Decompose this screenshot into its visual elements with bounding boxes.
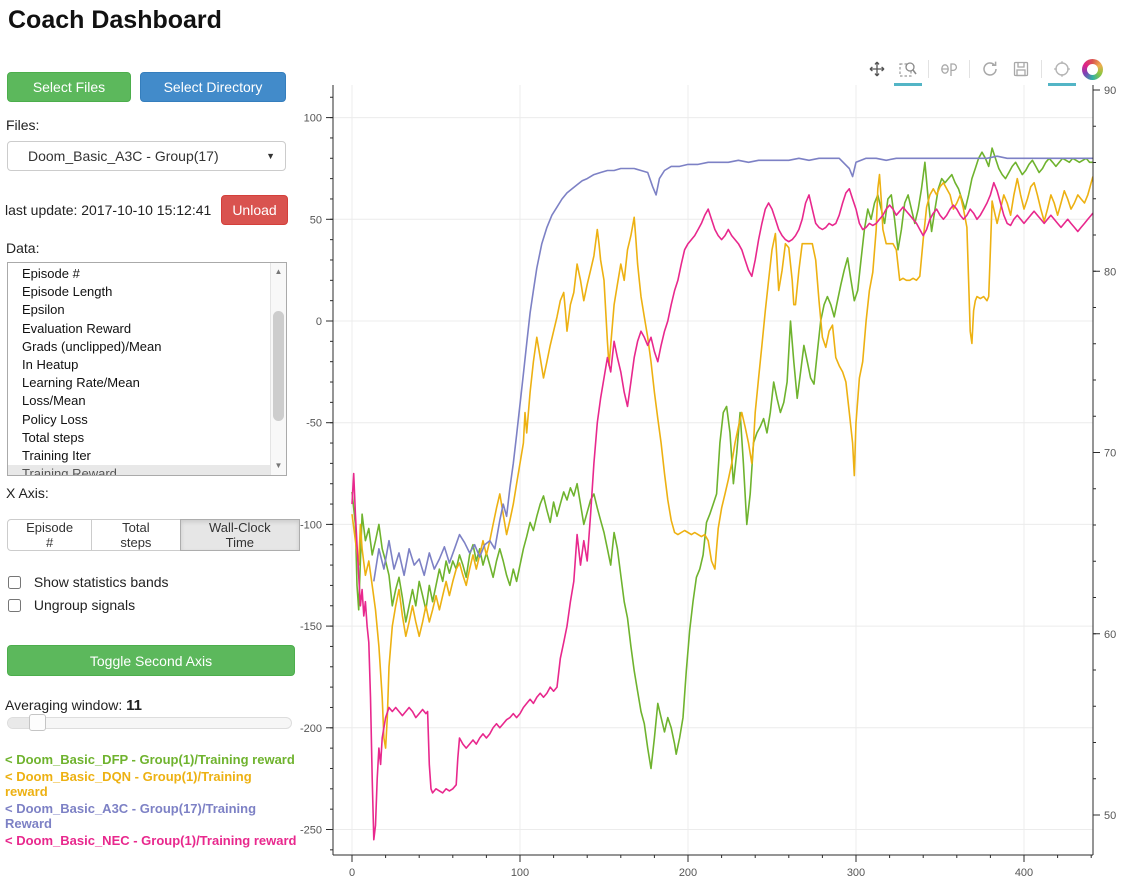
legend-item[interactable]: < Doom_Basic_DQN - Group(1)/Training rew… <box>5 768 252 800</box>
scrollbar-down-icon[interactable]: ▼ <box>274 461 283 470</box>
training-reward-chart[interactable]: 100 50 0 -50 -100 -150 -200 -250 90 80 70 60 50 0 100 2… <box>300 60 1142 881</box>
svg-text:60: 60 <box>1104 629 1116 641</box>
averaging-window-label: Averaging window: <box>5 697 123 713</box>
data-listbox[interactable]: Episode # Episode Length Epsilon Evaluation… <box>7 262 287 476</box>
select-files-button[interactable]: Select Files <box>7 72 131 102</box>
toolbar-separator <box>969 60 970 78</box>
page-title: Coach Dashboard <box>8 6 222 34</box>
wheel-zoom-tool-icon[interactable] <box>938 58 960 80</box>
svg-text:100: 100 <box>304 113 322 125</box>
pan-tool-icon[interactable] <box>866 58 888 80</box>
svg-text:200: 200 <box>679 867 697 879</box>
legend-item[interactable]: < Doom_Basic_DFP - Group(1)/Training rew… <box>5 752 295 767</box>
files-label: Files: <box>6 117 40 133</box>
averaging-window-row: Averaging window: 11 <box>5 697 142 714</box>
chart-panel[interactable]: 100 50 0 -50 -100 -150 -200 -250 90 80 70 60 50 0 100 2… <box>300 60 1142 881</box>
x-axis-tab-group: Episode # Total steps Wall-Clock Time <box>7 519 300 551</box>
sidebar: Select Files Select Directory Files: Doo… <box>0 0 300 881</box>
chart-legend: < Doom_Basic_DFP - Group(1)/Training rew… <box>5 752 297 849</box>
dropdown-caret-icon: ▼ <box>266 151 275 161</box>
show-statistics-bands-row: Show statistics bands <box>8 574 288 592</box>
bokeh-logo-icon[interactable] <box>1082 58 1103 80</box>
svg-text:-250: -250 <box>300 825 322 837</box>
x-axis-tab[interactable]: Wall-Clock Time <box>179 519 300 551</box>
hover-tool-icon[interactable] <box>1048 58 1076 86</box>
svg-text:-200: -200 <box>300 723 322 735</box>
listbox-scrollbar[interactable]: ▲ ▼ <box>270 263 286 475</box>
svg-text:50: 50 <box>1104 810 1116 822</box>
box-zoom-tool-icon[interactable] <box>894 58 922 86</box>
svg-text:50: 50 <box>310 214 322 226</box>
x-axis-tab[interactable]: Episode # <box>7 519 93 551</box>
data-list-items: Episode # Episode Length Epsilon Evaluation… <box>8 265 271 475</box>
data-list-item[interactable]: Evaluation Reward <box>22 320 132 336</box>
svg-text:400: 400 <box>1015 867 1033 879</box>
x-axis-label: X Axis: <box>6 485 49 501</box>
data-label: Data: <box>6 240 40 256</box>
unload-button[interactable]: Unload <box>221 195 288 225</box>
toolbar-separator <box>1041 60 1042 78</box>
data-list-item[interactable]: Training Reward <box>8 465 271 475</box>
x-axis-tab[interactable]: Total steps <box>91 519 181 551</box>
data-list-item[interactable]: Total steps <box>22 429 85 445</box>
last-update-row: last update: 2017-10-10 15:12:41 Unload <box>5 195 295 225</box>
scrollbar-up-icon[interactable]: ▲ <box>274 267 283 276</box>
ungroup-signals-row: Ungroup signals <box>8 597 288 615</box>
data-list-item[interactable]: Episode # <box>22 266 80 281</box>
scrollbar-thumb[interactable] <box>273 311 284 421</box>
svg-text:-150: -150 <box>300 621 322 633</box>
ungroup-signals-checkbox[interactable] <box>8 599 21 612</box>
show-statistics-bands-label: Show statistics bands <box>33 574 169 590</box>
svg-text:90: 90 <box>1104 85 1116 97</box>
svg-text:70: 70 <box>1104 448 1116 460</box>
averaging-window-slider[interactable] <box>7 714 292 731</box>
legend-item[interactable]: < Doom_Basic_NEC - Group(1)/Training rew… <box>5 832 297 848</box>
svg-text:0: 0 <box>349 867 355 879</box>
data-list-item[interactable]: Grads (unclipped)/Mean <box>22 338 162 354</box>
data-list-item[interactable]: Training Iter <box>22 447 91 463</box>
svg-text:100: 100 <box>511 867 529 879</box>
svg-text:300: 300 <box>847 867 865 879</box>
slider-handle[interactable] <box>29 714 46 731</box>
files-select-value: Doom_Basic_A3C - Group(17) <box>28 148 219 164</box>
svg-text:-50: -50 <box>306 418 322 430</box>
data-list-item[interactable]: Loss/Mean <box>22 393 86 409</box>
show-statistics-bands-checkbox[interactable] <box>8 576 21 589</box>
averaging-window-value: 11 <box>126 697 143 714</box>
data-list-item[interactable]: Epsilon <box>22 302 65 318</box>
toolbar-separator <box>928 60 929 78</box>
data-list-item[interactable]: Episode Length <box>22 284 113 300</box>
data-list-item[interactable]: Policy Loss <box>22 411 88 427</box>
slider-fill <box>8 718 36 728</box>
data-list-item[interactable]: Learning Rate/Mean <box>22 375 140 391</box>
svg-text:0: 0 <box>316 316 322 328</box>
ungroup-signals-label: Ungroup signals <box>33 597 136 613</box>
svg-text:80: 80 <box>1104 266 1116 278</box>
reset-tool-icon[interactable] <box>979 58 1001 80</box>
legend-item[interactable]: < Doom_Basic_A3C - Group(17)/Training Re… <box>5 800 257 832</box>
files-select[interactable]: Doom_Basic_A3C - Group(17) ▼ <box>7 141 286 171</box>
select-directory-button[interactable]: Select Directory <box>140 72 286 102</box>
data-list-item[interactable]: In Heatup <box>22 356 79 372</box>
toggle-second-axis-button[interactable]: Toggle Second Axis <box>7 645 295 676</box>
svg-text:-100: -100 <box>300 519 322 531</box>
bokeh-toolbar <box>866 58 1103 86</box>
last-update-text: last update: 2017-10-10 15:12:41 <box>5 202 212 218</box>
save-tool-icon[interactable] <box>1010 58 1032 80</box>
